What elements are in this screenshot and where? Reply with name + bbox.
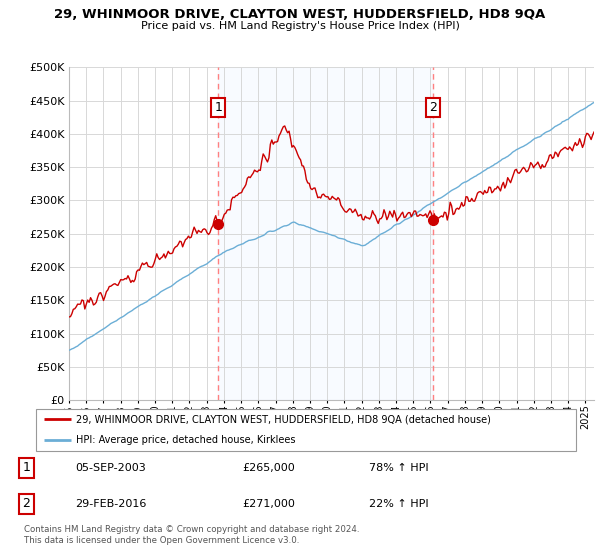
Text: 22% ↑ HPI: 22% ↑ HPI bbox=[369, 499, 429, 509]
Text: 05-SEP-2003: 05-SEP-2003 bbox=[76, 463, 146, 473]
Text: HPI: Average price, detached house, Kirklees: HPI: Average price, detached house, Kirk… bbox=[77, 435, 296, 445]
Text: 2: 2 bbox=[22, 497, 31, 510]
Text: Price paid vs. HM Land Registry's House Price Index (HPI): Price paid vs. HM Land Registry's House … bbox=[140, 21, 460, 31]
Text: Contains HM Land Registry data © Crown copyright and database right 2024.
This d: Contains HM Land Registry data © Crown c… bbox=[24, 525, 359, 545]
Text: 2: 2 bbox=[430, 101, 437, 114]
Text: 1: 1 bbox=[214, 101, 222, 114]
Text: 29, WHINMOOR DRIVE, CLAYTON WEST, HUDDERSFIELD, HD8 9QA (detached house): 29, WHINMOOR DRIVE, CLAYTON WEST, HUDDER… bbox=[77, 414, 491, 424]
Text: 78% ↑ HPI: 78% ↑ HPI bbox=[369, 463, 429, 473]
Bar bbox=[218, 67, 433, 400]
Text: 29-FEB-2016: 29-FEB-2016 bbox=[76, 499, 147, 509]
FancyBboxPatch shape bbox=[36, 409, 576, 451]
Text: £265,000: £265,000 bbox=[242, 463, 295, 473]
Text: 1: 1 bbox=[22, 461, 31, 474]
Text: 29, WHINMOOR DRIVE, CLAYTON WEST, HUDDERSFIELD, HD8 9QA: 29, WHINMOOR DRIVE, CLAYTON WEST, HUDDER… bbox=[55, 8, 545, 21]
Text: £271,000: £271,000 bbox=[242, 499, 295, 509]
